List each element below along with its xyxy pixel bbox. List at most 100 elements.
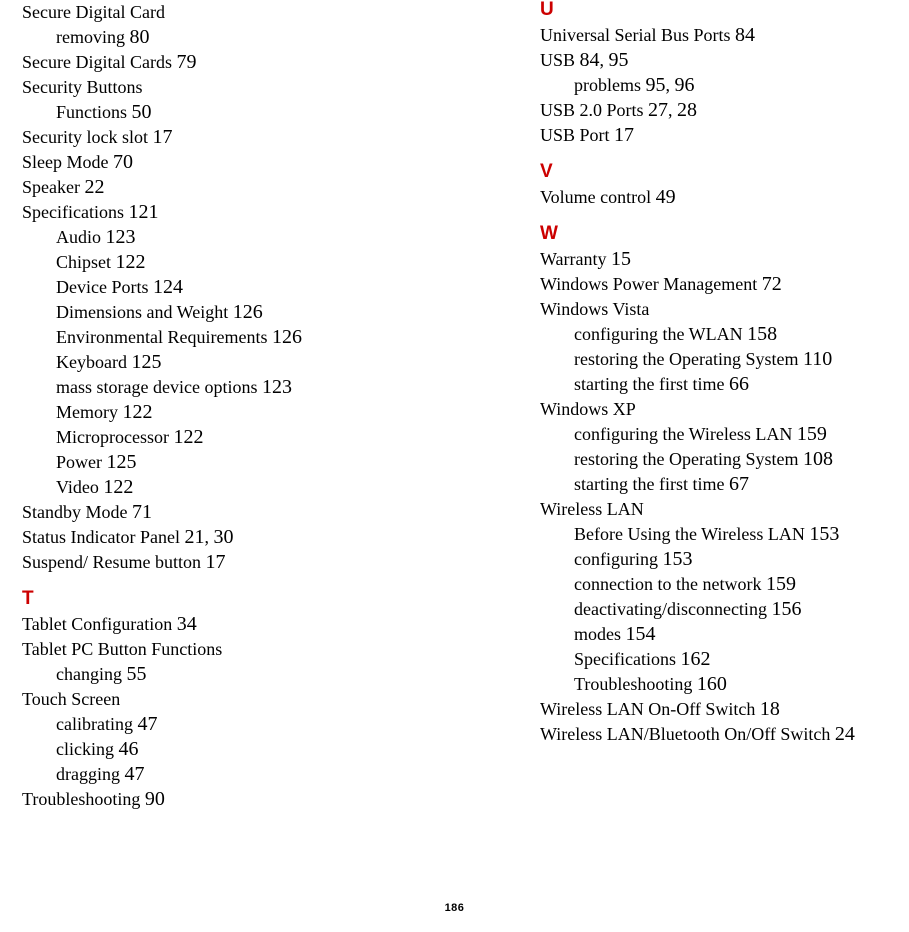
- page-ref[interactable]: 17: [206, 551, 226, 573]
- page-ref[interactable]: 84: [735, 24, 755, 46]
- entry-text: Troubleshooting: [574, 674, 692, 694]
- page-ref[interactable]: 27: [648, 99, 668, 121]
- index-page: Secure Digital Cardremoving 80Secure Dig…: [0, 0, 909, 932]
- entry-text: Security Buttons: [22, 77, 143, 97]
- page-ref[interactable]: 156: [771, 598, 801, 620]
- entry-text: Standby Mode: [22, 502, 128, 522]
- page-ref[interactable]: 50: [132, 101, 152, 123]
- page-ref[interactable]: 95: [609, 49, 629, 71]
- entry-text: Dimensions and Weight: [56, 302, 228, 322]
- page-ref[interactable]: 70: [113, 151, 133, 173]
- page-ref[interactable]: 47: [124, 763, 144, 785]
- page-ref[interactable]: 28: [677, 99, 697, 121]
- page-ref[interactable]: 72: [762, 273, 782, 295]
- index-sub-entry: modes 154: [540, 622, 887, 647]
- page-ref[interactable]: 15: [611, 248, 631, 270]
- index-sub-entry: starting the first time 66: [540, 372, 887, 397]
- page-ref[interactable]: 162: [680, 648, 710, 670]
- entry-text: modes: [574, 624, 621, 644]
- index-sub-entry: changing 55: [22, 662, 500, 687]
- index-entry: Security Buttons: [22, 75, 500, 100]
- entry-text: Windows Power Management: [540, 274, 757, 294]
- page-ref[interactable]: 160: [697, 673, 727, 695]
- entry-text: Touch Screen: [22, 689, 120, 709]
- index-entry: Wireless LAN/Bluetooth On/Off Switch 24: [540, 722, 887, 747]
- page-ref[interactable]: 90: [145, 788, 165, 810]
- page-ref[interactable]: 110: [803, 348, 832, 370]
- index-sub-entry: Chipset 122: [22, 250, 500, 275]
- index-sub-entry: restoring the Operating System 110: [540, 347, 887, 372]
- page-ref[interactable]: 17: [614, 124, 634, 146]
- index-entry: USB 84, 95: [540, 48, 887, 73]
- page-ref[interactable]: 126: [272, 326, 302, 348]
- page-ref[interactable]: 125: [131, 351, 161, 373]
- entry-text: Video: [56, 477, 99, 497]
- index-sub-entry: removing 80: [22, 25, 500, 50]
- index-letter: T: [22, 589, 500, 608]
- page-ref[interactable]: 66: [729, 373, 749, 395]
- page-ref[interactable]: 22: [84, 176, 104, 198]
- index-sub-entry: problems 95, 96: [540, 73, 887, 98]
- page-ref[interactable]: 84: [580, 49, 600, 71]
- page-ref[interactable]: 30: [213, 526, 233, 548]
- index-entry: Windows Vista: [540, 297, 887, 322]
- index-entry: Wireless LAN On-Off Switch 18: [540, 697, 887, 722]
- entry-text: restoring the Operating System: [574, 349, 798, 369]
- page-ref[interactable]: 46: [118, 738, 138, 760]
- entry-text: Sleep Mode: [22, 152, 108, 172]
- index-letter: U: [540, 0, 887, 19]
- index-entry: Universal Serial Bus Ports 84: [540, 23, 887, 48]
- page-ref[interactable]: 80: [130, 26, 150, 48]
- page-ref[interactable]: 122: [103, 476, 133, 498]
- entry-text: Chipset: [56, 252, 111, 272]
- index-sub-entry: Power 125: [22, 450, 500, 475]
- page-ref[interactable]: 55: [126, 663, 146, 685]
- page-ref[interactable]: 153: [662, 548, 692, 570]
- page-ref[interactable]: 126: [233, 301, 263, 323]
- page-ref[interactable]: 124: [153, 276, 183, 298]
- page-ref[interactable]: 67: [729, 473, 749, 495]
- page-ref[interactable]: 159: [797, 423, 827, 445]
- index-sub-entry: Functions 50: [22, 100, 500, 125]
- page-ref[interactable]: 122: [116, 251, 146, 273]
- entry-text: USB: [540, 50, 575, 70]
- page-ref[interactable]: 34: [177, 613, 197, 635]
- page-ref[interactable]: 123: [262, 376, 292, 398]
- page-ref[interactable]: 96: [675, 74, 695, 96]
- page-ref[interactable]: 121: [128, 201, 158, 223]
- index-entry: Tablet Configuration 34: [22, 612, 500, 637]
- entry-text: Security lock slot: [22, 127, 148, 147]
- index-sub-entry: dragging 47: [22, 762, 500, 787]
- index-sub-entry: Device Ports 124: [22, 275, 500, 300]
- page-ref[interactable]: 158: [747, 323, 777, 345]
- page-ref[interactable]: 122: [173, 426, 203, 448]
- entry-text: configuring the Wireless LAN: [574, 424, 792, 444]
- entry-text: Specifications: [574, 649, 676, 669]
- page-ref[interactable]: 79: [176, 51, 196, 73]
- page-ref[interactable]: 153: [809, 523, 839, 545]
- entry-text: Suspend/ Resume button: [22, 552, 201, 572]
- page-ref[interactable]: 154: [626, 623, 656, 645]
- entry-text: Secure Digital Cards: [22, 52, 172, 72]
- index-entry: Specifications 121: [22, 200, 500, 225]
- page-ref[interactable]: 123: [106, 226, 136, 248]
- page-ref[interactable]: 47: [137, 713, 157, 735]
- entry-text: restoring the Operating System: [574, 449, 798, 469]
- page-ref[interactable]: 71: [132, 501, 152, 523]
- index-sub-entry: Dimensions and Weight 126: [22, 300, 500, 325]
- page-ref[interactable]: 21: [184, 526, 204, 548]
- page-ref[interactable]: 108: [803, 448, 833, 470]
- page-ref[interactable]: 18: [760, 698, 780, 720]
- page-ref[interactable]: 24: [835, 723, 855, 745]
- page-ref[interactable]: 122: [123, 401, 153, 423]
- index-entry: Security lock slot 17: [22, 125, 500, 150]
- page-ref[interactable]: 49: [656, 186, 676, 208]
- page-ref[interactable]: 159: [766, 573, 796, 595]
- page-ref[interactable]: 125: [107, 451, 137, 473]
- page-ref[interactable]: 95: [646, 74, 666, 96]
- index-sub-entry: Troubleshooting 160: [540, 672, 887, 697]
- page-ref[interactable]: 17: [152, 126, 172, 148]
- entry-text: Status Indicator Panel: [22, 527, 180, 547]
- entry-text: Audio: [56, 227, 101, 247]
- entry-text: Wireless LAN: [540, 499, 644, 519]
